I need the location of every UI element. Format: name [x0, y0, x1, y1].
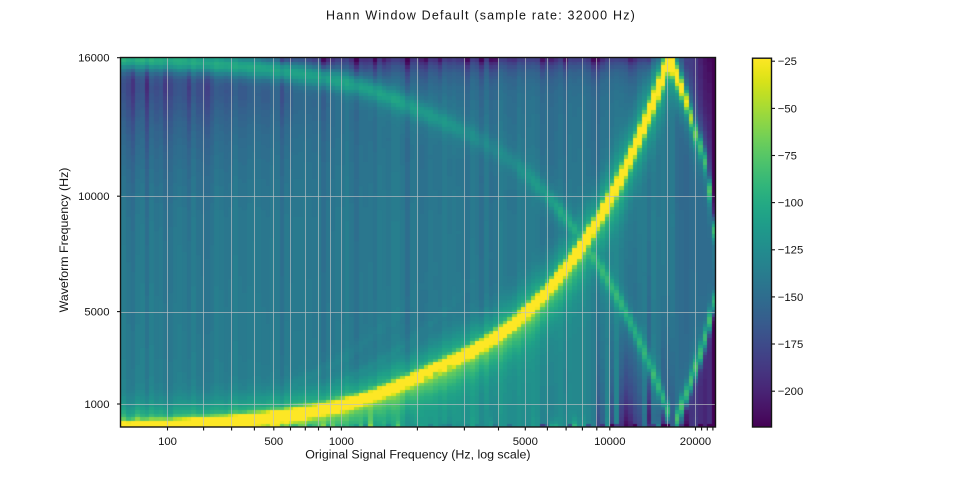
svg-text:−100: −100 [778, 198, 803, 210]
svg-text:1000: 1000 [84, 399, 109, 411]
svg-text:Waveform Frequency (Hz): Waveform Frequency (Hz) [57, 168, 71, 313]
svg-text:Original Signal Frequency (Hz,: Original Signal Frequency (Hz, log scale… [305, 447, 530, 461]
svg-text:1000: 1000 [329, 436, 354, 448]
svg-text:−50: −50 [778, 103, 797, 115]
svg-text:10000: 10000 [594, 436, 625, 448]
svg-text:100: 100 [158, 436, 177, 448]
svg-text:5000: 5000 [513, 436, 538, 448]
svg-text:−75: −75 [778, 150, 797, 162]
svg-text:5000: 5000 [84, 306, 109, 318]
svg-text:−150: −150 [778, 292, 803, 304]
svg-text:20000: 20000 [680, 436, 711, 448]
svg-text:−125: −125 [778, 245, 803, 257]
svg-text:−200: −200 [778, 386, 803, 398]
svg-text:−25: −25 [778, 56, 797, 68]
svg-text:−175: −175 [778, 339, 803, 351]
svg-text:10000: 10000 [78, 191, 109, 203]
svg-text:Hann Window Default (sample ra: Hann Window Default (sample rate: 32000 … [326, 8, 636, 22]
svg-text:16000: 16000 [78, 53, 109, 65]
svg-text:500: 500 [264, 436, 283, 448]
